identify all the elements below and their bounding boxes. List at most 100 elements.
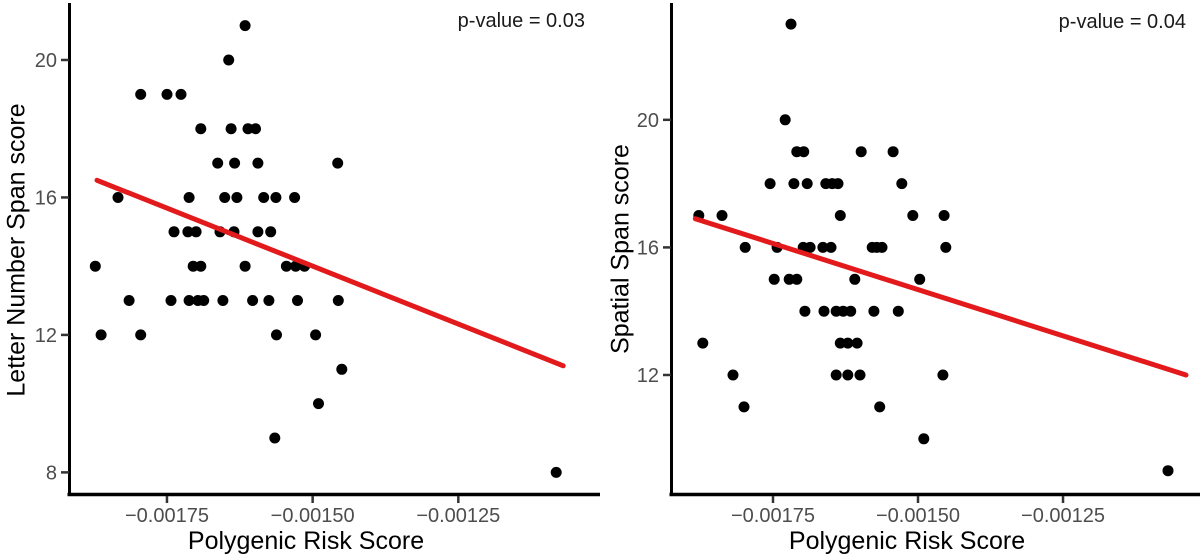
data-point <box>940 241 952 253</box>
data-point <box>851 337 863 349</box>
y-tick-label: 16 <box>35 187 57 209</box>
pvalue-annotation-right: p-value = 0.04 <box>1058 11 1186 33</box>
data-point <box>801 178 813 190</box>
data-point <box>212 157 224 169</box>
y-tick-label: 8 <box>46 462 57 484</box>
x-tick-label: −0.00150 <box>271 505 355 527</box>
pvalue-annotation-left: p-value = 0.03 <box>457 10 585 32</box>
data-point <box>95 329 107 341</box>
y-tick-label: 20 <box>35 50 57 72</box>
data-point <box>190 226 202 238</box>
data-point <box>727 369 739 381</box>
data-point <box>914 273 926 285</box>
data-point <box>550 466 562 478</box>
data-point <box>332 157 344 169</box>
data-point <box>270 192 282 203</box>
data-point <box>845 305 857 317</box>
data-point <box>779 114 791 126</box>
data-point <box>918 433 930 445</box>
x-axis-title-right: Polygenic Risk Score <box>788 527 1026 555</box>
data-point <box>165 295 177 306</box>
data-point <box>788 178 800 190</box>
data-point <box>876 241 888 253</box>
data-point <box>804 241 816 253</box>
data-point <box>135 329 147 341</box>
data-point <box>183 192 195 203</box>
data-point <box>937 369 949 381</box>
data-point <box>183 295 195 306</box>
data-point <box>263 295 275 306</box>
data-point <box>868 305 880 317</box>
data-point <box>336 363 348 375</box>
data-point <box>250 123 261 135</box>
data-point <box>269 432 281 444</box>
y-tick-label: 20 <box>637 110 659 132</box>
data-point <box>231 192 243 203</box>
data-point <box>799 305 811 317</box>
regression-line <box>692 216 1189 378</box>
data-point <box>907 210 919 221</box>
data-point <box>289 192 301 203</box>
data-point <box>89 260 101 272</box>
data-point <box>280 260 292 272</box>
data-point <box>896 178 908 190</box>
data-point <box>887 146 899 158</box>
data-point <box>168 226 180 238</box>
regression-line <box>94 177 566 369</box>
y-tick-label: 16 <box>637 237 659 259</box>
data-point <box>258 192 270 203</box>
data-point <box>817 241 829 253</box>
data-point <box>825 241 837 253</box>
data-point <box>112 192 124 203</box>
data-point <box>225 123 237 135</box>
y-tick-label: 12 <box>35 325 57 347</box>
data-point <box>187 260 199 272</box>
data-point <box>739 241 751 253</box>
data-point <box>265 226 277 238</box>
data-point <box>252 226 264 238</box>
data-point <box>161 88 173 100</box>
data-point <box>252 157 264 169</box>
x-tick-label: −0.00150 <box>876 505 960 527</box>
data-point <box>332 295 344 306</box>
data-point <box>768 273 780 285</box>
y-axis-title-right: Spatial Span score <box>606 144 635 354</box>
x-tick-label: −0.00175 <box>731 505 815 527</box>
x-tick-label: −0.00175 <box>125 505 209 527</box>
data-point <box>798 146 810 158</box>
data-point <box>123 295 135 306</box>
data-point <box>783 273 795 285</box>
x-tick-label: −0.00125 <box>1021 505 1105 527</box>
data-point <box>239 20 251 32</box>
data-point <box>310 329 322 341</box>
data-point <box>697 337 709 349</box>
data-point <box>830 369 842 381</box>
data-point <box>834 210 846 221</box>
x-axis-title-left: Polygenic Risk Score <box>187 527 425 555</box>
data-point <box>198 295 210 306</box>
data-point <box>247 295 259 306</box>
data-point <box>849 273 861 285</box>
data-point <box>313 398 324 410</box>
data-point <box>239 260 251 272</box>
data-point <box>290 260 302 272</box>
data-point <box>195 260 207 272</box>
data-point <box>818 305 830 317</box>
data-point <box>832 178 844 190</box>
data-point <box>738 401 750 413</box>
data-point <box>892 305 904 317</box>
data-point <box>229 157 241 169</box>
data-point <box>217 295 229 306</box>
data-point <box>938 210 950 221</box>
data-point <box>135 88 147 100</box>
data-point <box>842 337 854 349</box>
data-point <box>716 210 728 221</box>
y-axis-title-left: Letter Number Span score <box>2 103 31 397</box>
y-tick-label: 12 <box>637 365 659 387</box>
data-point <box>764 178 776 190</box>
x-tick-label: −0.00125 <box>416 505 500 527</box>
data-point <box>854 369 866 381</box>
data-point <box>182 226 194 238</box>
